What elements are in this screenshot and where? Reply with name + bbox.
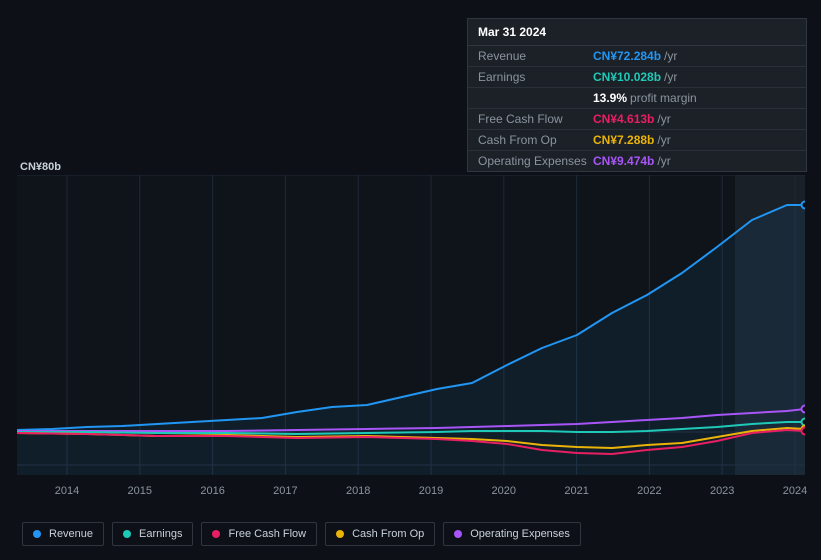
legend-item-free-cash-flow[interactable]: Free Cash Flow — [201, 522, 317, 546]
legend-item-operating-expenses[interactable]: Operating Expenses — [443, 522, 581, 546]
x-tick-label: 2016 — [200, 485, 224, 497]
legend-label: Operating Expenses — [470, 528, 570, 540]
x-tick-label: 2023 — [710, 485, 734, 497]
x-tick-label: 2015 — [128, 485, 152, 497]
chart-plot-area[interactable] — [17, 175, 805, 475]
tooltip-label: Revenue — [478, 49, 593, 63]
tooltip-unit: profit margin — [630, 91, 697, 105]
legend-item-cash-from-op[interactable]: Cash From Op — [325, 522, 435, 546]
legend-item-earnings[interactable]: Earnings — [112, 522, 193, 546]
tooltip-row: EarningsCN¥10.028b/yr — [468, 67, 806, 88]
tooltip-row: 13.9%profit margin — [468, 88, 806, 109]
tooltip-row: Operating ExpensesCN¥9.474b/yr — [468, 151, 806, 171]
x-tick-label: 2022 — [637, 485, 661, 497]
tooltip-label: Cash From Op — [478, 133, 593, 147]
y-tick-label: CN¥80b — [20, 161, 61, 173]
legend-label: Cash From Op — [352, 528, 424, 540]
tooltip-label: Operating Expenses — [478, 154, 593, 168]
legend-label: Free Cash Flow — [228, 528, 306, 540]
tooltip-value-wrap: CN¥72.284b/yr — [593, 49, 677, 63]
legend-label: Earnings — [139, 528, 182, 540]
tooltip-value-wrap: CN¥4.613b/yr — [593, 112, 671, 126]
tooltip-value-wrap: CN¥9.474b/yr — [593, 154, 671, 168]
x-tick-label: 2014 — [55, 485, 79, 497]
legend-dot-icon — [454, 530, 462, 538]
tooltip-row: RevenueCN¥72.284b/yr — [468, 46, 806, 67]
legend-dot-icon — [336, 530, 344, 538]
tooltip-label — [478, 91, 593, 105]
x-tick-label: 2020 — [492, 485, 516, 497]
tooltip-value: CN¥9.474b — [593, 154, 654, 168]
tooltip-unit: /yr — [664, 49, 677, 63]
tooltip-value: CN¥7.288b — [593, 133, 654, 147]
tooltip-value: CN¥10.028b — [593, 70, 661, 84]
tooltip-value-wrap: CN¥10.028b/yr — [593, 70, 677, 84]
tooltip-value: CN¥72.284b — [593, 49, 661, 63]
tooltip-unit: /yr — [657, 112, 670, 126]
tooltip-value: CN¥4.613b — [593, 112, 654, 126]
x-tick-label: 2018 — [346, 485, 370, 497]
tooltip-row: Free Cash FlowCN¥4.613b/yr — [468, 109, 806, 130]
chart-tooltip: Mar 31 2024 RevenueCN¥72.284b/yrEarnings… — [467, 18, 807, 172]
tooltip-date: Mar 31 2024 — [468, 19, 806, 46]
legend-dot-icon — [123, 530, 131, 538]
tooltip-value: 13.9% — [593, 91, 627, 105]
financial-chart: CN¥80bCN¥0-CN¥10b 2014201520162017201820… — [0, 0, 821, 560]
legend-label: Revenue — [49, 528, 93, 540]
x-tick-label: 2019 — [419, 485, 443, 497]
legend-dot-icon — [212, 530, 220, 538]
tooltip-unit: /yr — [664, 70, 677, 84]
tooltip-unit: /yr — [657, 154, 670, 168]
tooltip-label: Free Cash Flow — [478, 112, 593, 126]
tooltip-value-wrap: 13.9%profit margin — [593, 91, 697, 105]
x-tick-label: 2024 — [783, 485, 807, 497]
tooltip-row: Cash From OpCN¥7.288b/yr — [468, 130, 806, 151]
chart-legend: Revenue Earnings Free Cash Flow Cash From O… — [22, 522, 581, 546]
tooltip-label: Earnings — [478, 70, 593, 84]
legend-dot-icon — [33, 530, 41, 538]
legend-item-revenue[interactable]: Revenue — [22, 522, 104, 546]
tooltip-value-wrap: CN¥7.288b/yr — [593, 133, 671, 147]
tooltip-unit: /yr — [657, 133, 670, 147]
x-tick-label: 2021 — [564, 485, 588, 497]
x-tick-label: 2017 — [273, 485, 297, 497]
